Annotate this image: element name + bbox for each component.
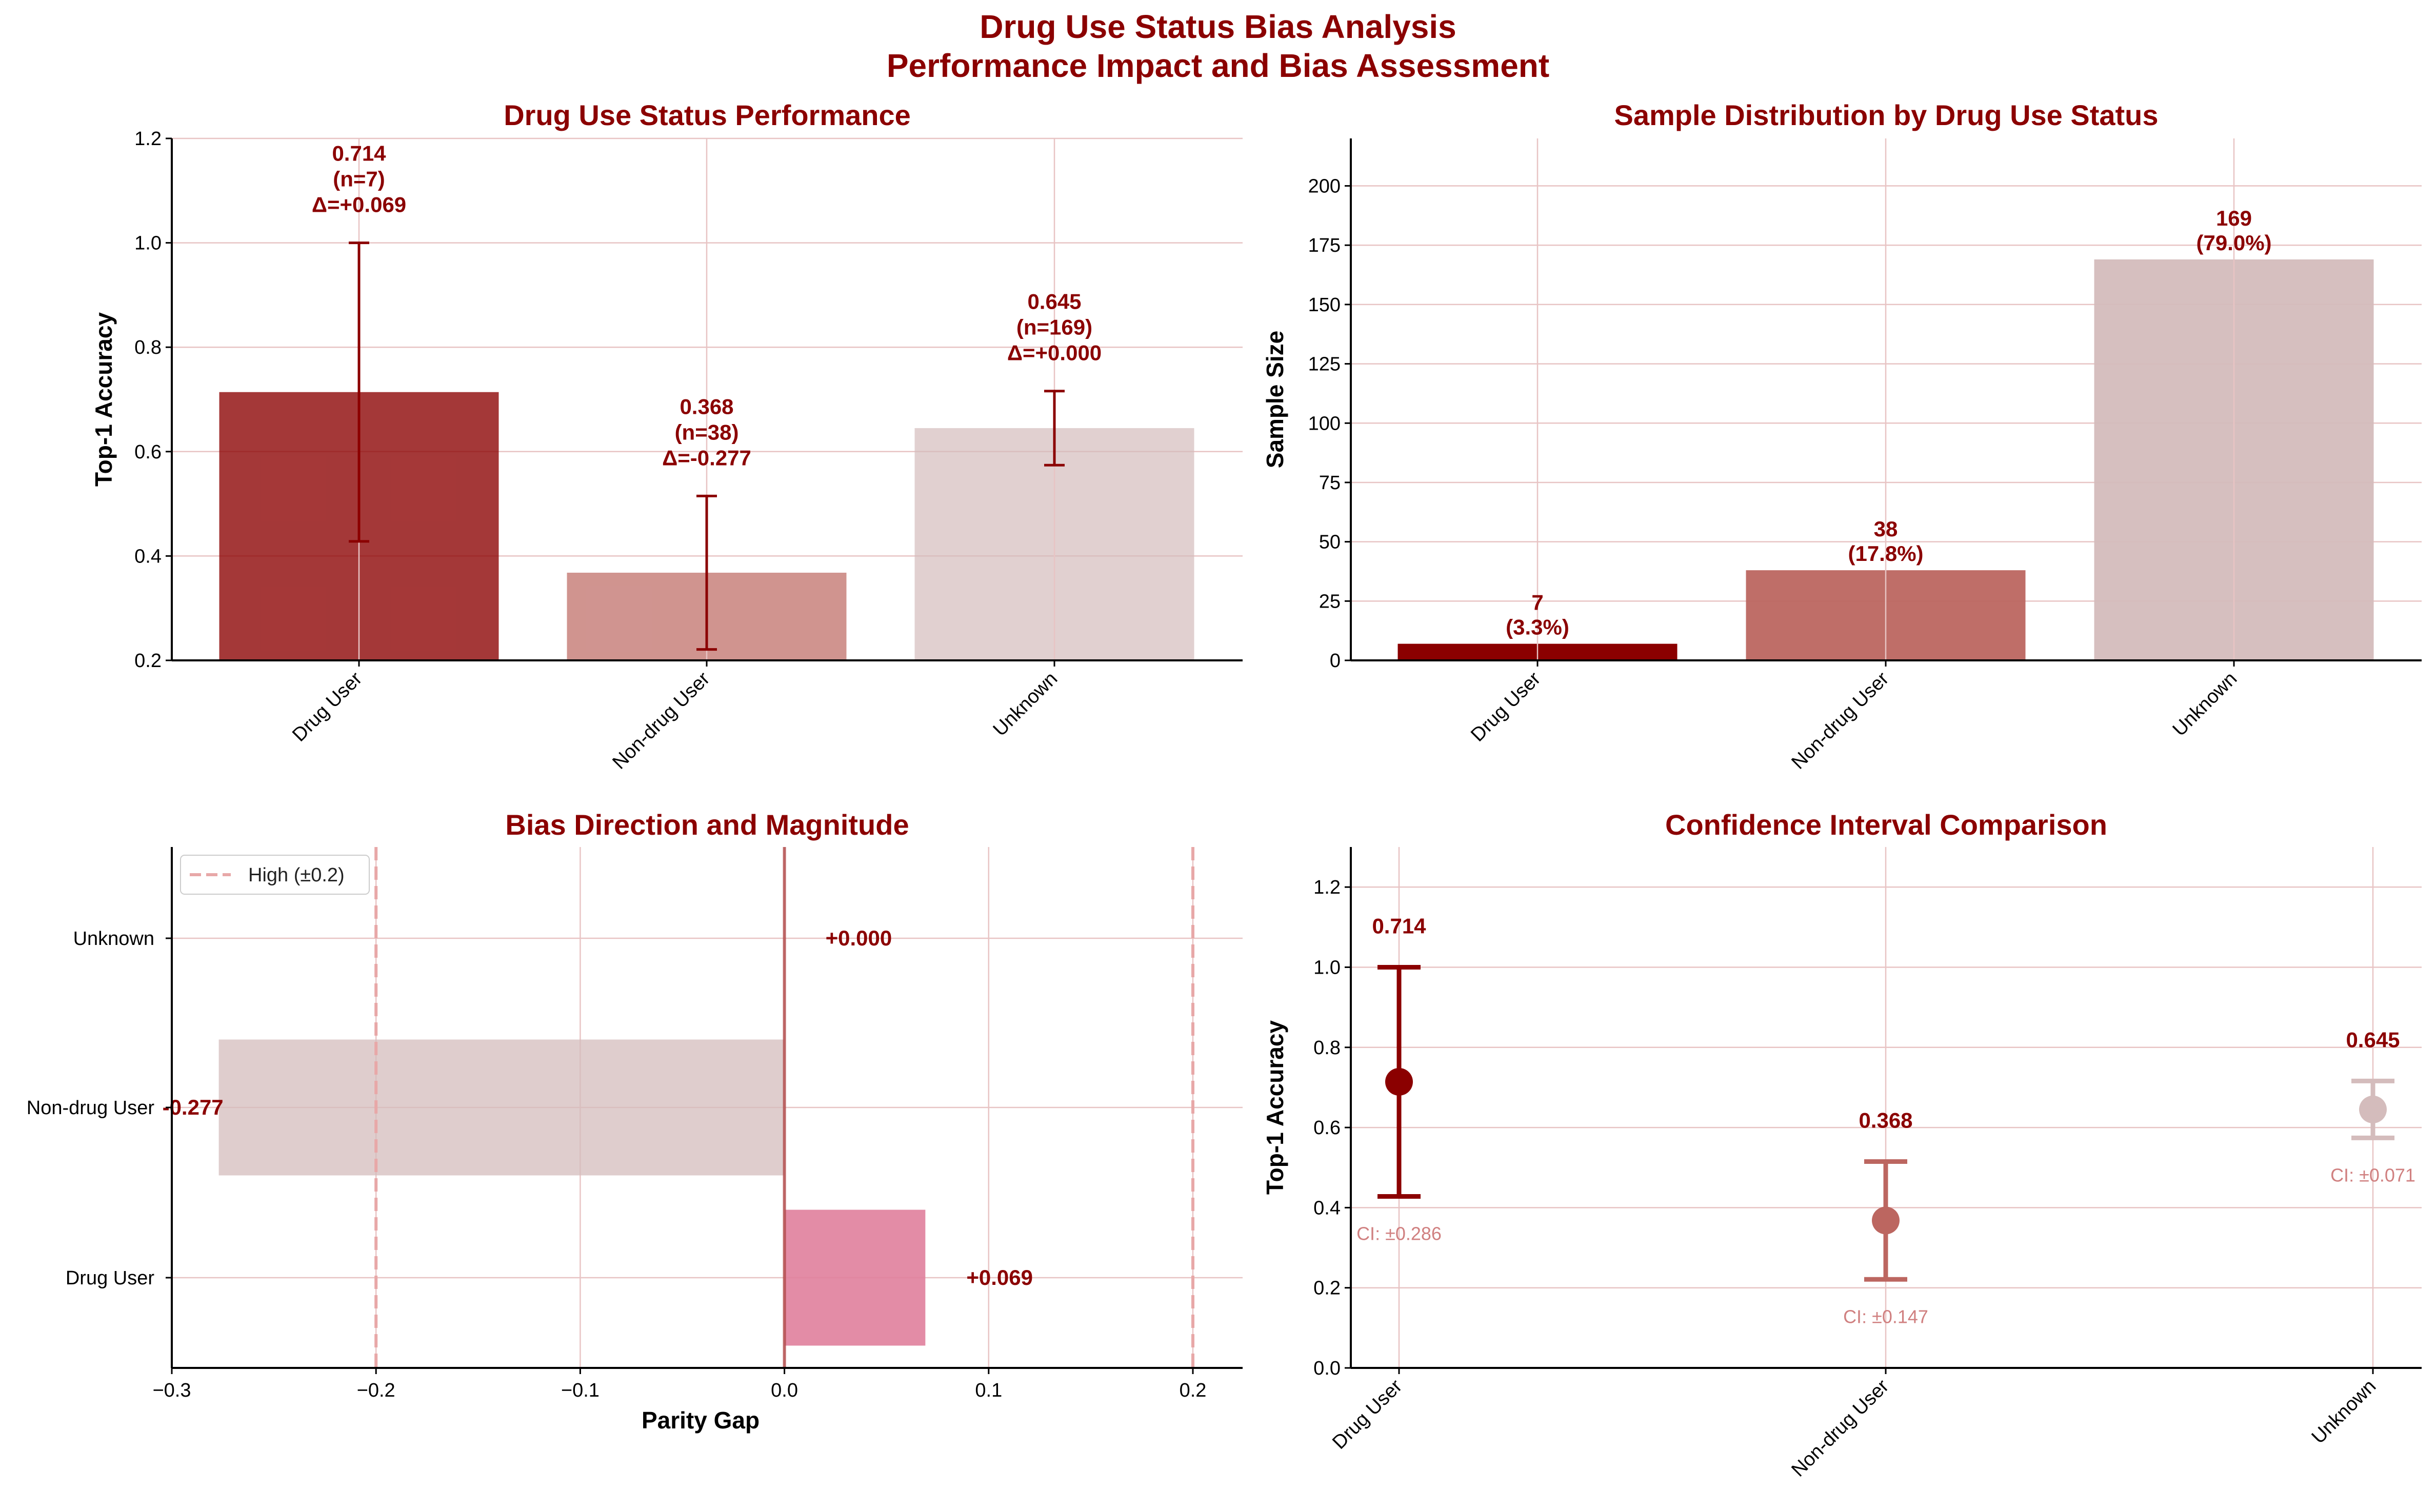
data-label-0-2: Δ=+0.069 [312, 193, 406, 217]
distribution-chart: Sample Distribution by Drug Use Status7(… [1262, 99, 2422, 774]
legend-box [180, 855, 370, 895]
value-label-2: 0.645 [2346, 1027, 2400, 1052]
data-label-1-1: (n=38) [675, 420, 739, 444]
x-tick-label: Non-drug User [1787, 668, 1893, 773]
y-tick-label: 75 [1319, 472, 1341, 494]
x-tick-label: Unknown [2169, 668, 2242, 741]
x-tick-label: Drug User [1328, 1375, 1406, 1453]
bar-0 [784, 1209, 926, 1346]
value-label-0: 0.714 [1372, 914, 1426, 938]
panel-title: Drug Use Status Performance [504, 99, 911, 131]
x-tick-label: 0.1 [975, 1380, 1002, 1401]
performance-chart: Drug Use Status Performance0.714(n=7)Δ=+… [90, 99, 1243, 774]
data-label-2-1: (n=169) [1016, 315, 1092, 339]
figure-title-line1: Drug Use Status Bias Analysis [980, 8, 1456, 45]
x-tick-label: −0.3 [152, 1380, 191, 1401]
data-label-0-1: (n=7) [333, 167, 385, 191]
y-tick-label: 1.2 [1313, 877, 1341, 898]
ci-point-2 [2359, 1095, 2387, 1123]
x-tick-label: Drug User [1467, 668, 1545, 745]
data-label-1-1: (17.8%) [1848, 541, 1923, 566]
y-tick-label: 125 [1308, 354, 1341, 375]
data-label-2-1: (79.0%) [2196, 231, 2271, 255]
x-tick-label: Non-drug User [1787, 1375, 1893, 1481]
y-axis-label: Top-1 Accuracy [90, 312, 117, 487]
panel-title: Confidence Interval Comparison [1665, 809, 2107, 841]
y-tick-label: 1.0 [134, 233, 162, 254]
ci-point-0 [1385, 1067, 1413, 1096]
y-tick-label: Non-drug User [27, 1097, 155, 1119]
y-tick-label: Unknown [73, 928, 154, 950]
x-tick-label: Drug User [288, 668, 366, 745]
ci-label-2: CI: ±0.071 [2330, 1164, 2415, 1185]
y-tick-label: 1.0 [1313, 957, 1341, 978]
panel-title: Sample Distribution by Drug Use Status [1614, 99, 2158, 131]
data-label-0: +0.069 [966, 1265, 1033, 1289]
x-tick-label: Non-drug User [608, 668, 714, 773]
x-tick-label: Unknown [989, 668, 1062, 741]
ci-point-1 [1872, 1206, 1900, 1235]
y-tick-label: 50 [1319, 532, 1341, 553]
y-tick-label: 0.0 [1313, 1358, 1341, 1379]
y-tick-label: 1.2 [134, 128, 162, 150]
ci-chart: Confidence Interval Comparison 0.714 CI: ±… [1262, 809, 2422, 1481]
panel-title: Bias Direction and Magnitude [505, 809, 909, 841]
ci-label-1: CI: ±0.147 [1843, 1306, 1928, 1327]
x-tick-label: Unknown [2308, 1376, 2381, 1448]
y-tick-label: 0 [1330, 650, 1341, 672]
x-tick-label: −0.2 [357, 1380, 395, 1401]
y-axis-label: Sample Size [1262, 331, 1288, 468]
bias-chart: Bias Direction and Magnitude+0.069-0.277… [27, 809, 1243, 1434]
data-label-0-0: 7 [1531, 591, 1543, 615]
data-label-1-0: 0.368 [680, 394, 733, 418]
legend: High (±0.2) [180, 855, 370, 895]
data-label-0-0: 0.714 [332, 142, 386, 166]
y-tick-label: 0.6 [134, 441, 162, 463]
value-label-1: 0.368 [1859, 1108, 1912, 1133]
y-tick-label: 0.8 [1313, 1037, 1341, 1059]
x-tick-label: 0.0 [771, 1380, 798, 1401]
x-tick-label: 0.2 [1180, 1380, 1207, 1401]
y-tick-label: 0.8 [134, 337, 162, 358]
data-label-2: +0.000 [826, 926, 892, 950]
y-tick-label: 0.2 [134, 650, 162, 672]
y-axis-label: Top-1 Accuracy [1262, 1020, 1288, 1195]
bar-1 [218, 1039, 785, 1176]
y-tick-label: 100 [1308, 413, 1341, 434]
y-tick-label: Drug User [66, 1267, 154, 1289]
y-tick-label: 150 [1308, 294, 1341, 316]
y-tick-label: 0.2 [1313, 1278, 1341, 1299]
y-tick-label: 0.4 [134, 546, 162, 567]
data-label-2-2: Δ=+0.000 [1007, 341, 1102, 365]
y-tick-label: 200 [1308, 176, 1341, 197]
legend-entry-high: High (±0.2) [248, 864, 345, 886]
y-tick-label: 0.6 [1313, 1117, 1341, 1139]
x-tick-label: −0.1 [561, 1380, 600, 1401]
x-axis-label: Parity Gap [642, 1407, 760, 1434]
y-tick-label: 0.4 [1313, 1197, 1341, 1219]
y-tick-label: 25 [1319, 591, 1341, 612]
data-label-2-0: 0.645 [1027, 290, 1081, 314]
data-label-2-0: 169 [2216, 206, 2252, 230]
y-tick-label: 175 [1308, 235, 1341, 256]
figure-title-line2: Performance Impact and Bias Assessment [887, 47, 1549, 84]
ci-label-0: CI: ±0.286 [1356, 1223, 1442, 1244]
data-label-1-2: Δ=-0.277 [662, 446, 751, 470]
data-label-0-1: (3.3%) [1506, 615, 1569, 639]
data-label-1-0: 38 [1874, 517, 1898, 541]
